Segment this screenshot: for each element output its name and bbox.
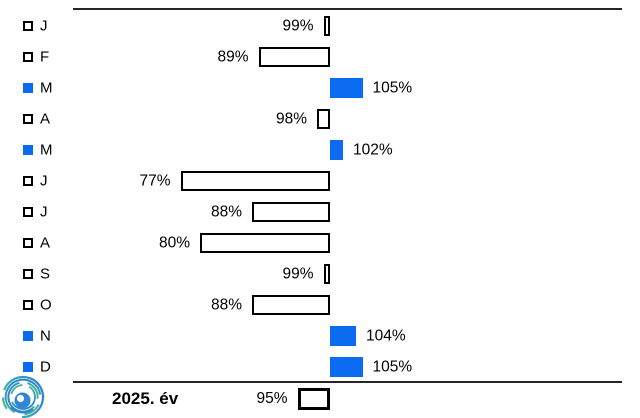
category-marker (23, 361, 33, 372)
category-label: O (40, 296, 52, 313)
category-label: D (40, 358, 51, 375)
bar (317, 108, 330, 129)
total-row-label: 2025. év (112, 389, 179, 408)
category-marker (23, 268, 33, 279)
bar-value-label: 104% (366, 326, 406, 344)
plot-top-border (73, 8, 622, 10)
category-label: N (40, 327, 51, 344)
bar (258, 46, 330, 67)
category-marker (23, 20, 33, 31)
bar-value-label: 88% (210, 295, 242, 313)
category-label: J (40, 17, 48, 34)
category-marker (23, 144, 33, 155)
bar (330, 356, 363, 377)
bar-value-label: 105% (372, 357, 413, 375)
category-label: M (40, 79, 53, 96)
total-bar-value-label: 95% (256, 390, 288, 407)
bar (180, 170, 330, 191)
category-label: M (40, 141, 53, 158)
bar-value-label: 102% (353, 140, 393, 158)
bar (330, 77, 363, 98)
bar (252, 201, 330, 222)
category-label: A (40, 110, 51, 127)
category-marker (23, 82, 33, 93)
bar (323, 263, 330, 284)
category-marker (23, 51, 33, 62)
category-marker (23, 330, 33, 341)
bar (330, 139, 343, 160)
bar-value-label: 89% (217, 47, 249, 65)
bar-value-label: 98% (275, 109, 307, 127)
category-label: F (40, 48, 50, 65)
swirl-logo-icon (1, 375, 45, 418)
category-marker (23, 299, 33, 310)
bar-value-label: 99% (282, 16, 314, 34)
category-label: J (40, 172, 48, 189)
bar (323, 15, 330, 36)
category-marker (23, 206, 33, 217)
plot-bottom-border (73, 381, 622, 383)
bar-value-label: 88% (210, 202, 242, 220)
bar (200, 232, 330, 253)
category-marker (23, 175, 33, 186)
total-bar (297, 388, 330, 410)
bar-value-label: 77% (139, 171, 171, 189)
bar-value-label: 80% (158, 233, 190, 251)
category-marker (23, 113, 33, 124)
category-label: S (40, 265, 51, 282)
category-label: J (40, 203, 48, 220)
category-label: A (40, 234, 51, 251)
bar (252, 294, 330, 315)
category-marker (23, 237, 33, 248)
bar-value-label: 99% (282, 264, 314, 282)
bar-value-label: 105% (372, 78, 413, 96)
bar (330, 325, 356, 346)
